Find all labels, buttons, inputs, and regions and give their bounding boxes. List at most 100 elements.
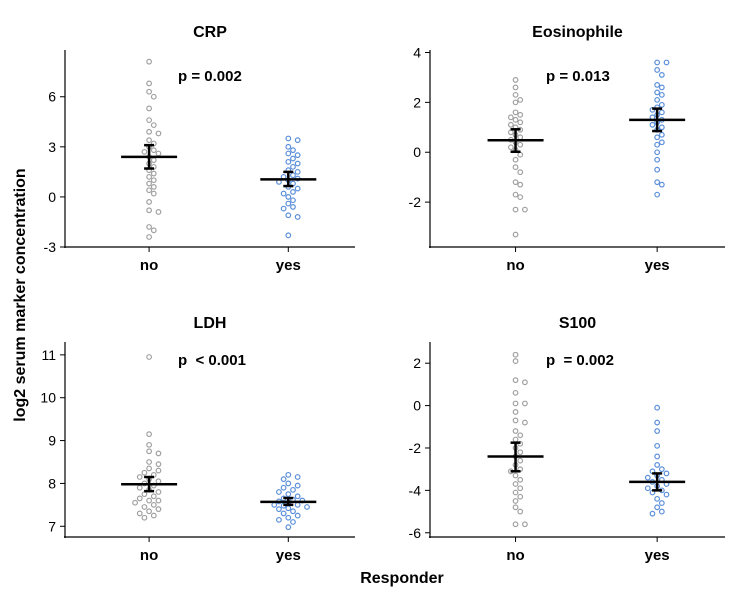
- y-tick-label: -4: [409, 482, 422, 498]
- data-point-no: [146, 137, 153, 144]
- data-point-yes: [658, 91, 665, 98]
- data-point-yes: [294, 185, 301, 192]
- data-point-no: [132, 499, 138, 506]
- data-point-yes: [658, 466, 665, 473]
- data-point-no: [146, 431, 153, 438]
- data-point-no: [517, 181, 524, 188]
- data-point-yes: [290, 172, 296, 179]
- data-point-yes: [654, 179, 661, 186]
- data-point-no: [512, 109, 519, 116]
- x-tick-label: yes: [276, 257, 301, 274]
- data-point-no: [136, 510, 143, 517]
- y-tick-label: 4: [413, 44, 421, 60]
- data-point-no: [141, 469, 148, 476]
- data-point-yes: [290, 147, 296, 154]
- y-tick-label: 3: [48, 139, 56, 155]
- data-point-no: [517, 508, 524, 515]
- data-point-yes: [644, 474, 651, 481]
- data-point-no: [512, 84, 519, 91]
- data-point-yes: [285, 194, 292, 200]
- data-point-yes: [285, 480, 292, 487]
- data-point-no: [522, 379, 528, 386]
- data-point-yes: [654, 404, 661, 411]
- data-point-yes: [654, 442, 661, 449]
- data-point-yes: [654, 67, 661, 73]
- data-point-no: [517, 141, 524, 148]
- data-point-yes: [290, 155, 296, 162]
- data-point-no: [155, 467, 162, 474]
- data-point-no: [512, 417, 519, 424]
- panel-title: S100: [559, 315, 596, 332]
- data-point-no: [517, 457, 524, 464]
- data-point-yes: [290, 508, 296, 515]
- data-point-yes: [285, 135, 292, 142]
- y-tick-label: 6: [48, 89, 56, 105]
- x-tick-label: yes: [645, 547, 670, 564]
- data-point-yes: [654, 134, 661, 141]
- data-point-no: [150, 183, 157, 190]
- data-point-yes: [276, 516, 282, 523]
- data-point-no: [155, 489, 162, 495]
- data-point-yes: [285, 158, 292, 165]
- x-tick-label: no: [506, 257, 524, 274]
- data-point-no: [150, 93, 157, 100]
- data-point-yes: [280, 205, 287, 212]
- data-point-yes: [285, 200, 292, 207]
- data-point-no: [146, 508, 153, 515]
- data-point-yes: [658, 101, 665, 108]
- data-point-no: [155, 209, 162, 215]
- data-point-yes: [654, 96, 661, 103]
- data-point-yes: [280, 476, 287, 483]
- y-tick-label: 0: [413, 398, 421, 414]
- data-point-no: [507, 129, 514, 136]
- data-point-no: [146, 117, 153, 124]
- data-point-no: [146, 448, 153, 455]
- data-point-no: [512, 481, 519, 487]
- data-point-no: [150, 190, 157, 197]
- data-point-no: [146, 207, 153, 214]
- data-point-no: [146, 465, 153, 472]
- data-point-yes: [654, 141, 661, 148]
- data-point-yes: [658, 500, 665, 506]
- data-point-no: [155, 450, 162, 457]
- data-point-no: [146, 459, 153, 465]
- y-tick-label: 0: [48, 189, 56, 205]
- data-point-no: [136, 474, 143, 480]
- data-point-no: [517, 449, 524, 456]
- data-point-no: [522, 521, 528, 528]
- data-point-no: [146, 199, 153, 205]
- data-point-no: [512, 231, 519, 238]
- data-point-yes: [294, 137, 301, 144]
- data-point-yes: [294, 482, 301, 489]
- data-point-no: [512, 521, 519, 528]
- y-tick-label: -6: [409, 525, 422, 541]
- data-point-no: [517, 96, 524, 103]
- y-tick-label: 11: [41, 347, 56, 363]
- data-point-no: [517, 111, 524, 118]
- data-point-no: [507, 114, 514, 121]
- data-point-no: [512, 206, 519, 213]
- data-point-yes: [654, 453, 661, 460]
- data-point-yes: [294, 501, 301, 508]
- x-tick-label: no: [506, 547, 524, 564]
- data-point-no: [150, 227, 157, 234]
- data-point-no: [522, 419, 528, 426]
- data-point-no: [146, 187, 153, 194]
- data-point-yes: [658, 109, 665, 116]
- data-point-yes: [654, 89, 661, 96]
- data-point-no: [512, 351, 519, 358]
- panel-ldh: LDH 7 8 9 10 11 no yes p < 0.001: [40, 315, 355, 564]
- data-point-no: [141, 491, 148, 498]
- data-point-no: [512, 77, 519, 83]
- data-point-yes: [654, 495, 661, 502]
- data-point-yes: [663, 491, 670, 498]
- y-tick-label: 8: [48, 475, 56, 491]
- data-point-yes: [285, 212, 292, 219]
- data-point-no: [512, 91, 519, 98]
- data-point-no: [141, 514, 148, 521]
- data-point-yes: [663, 59, 670, 66]
- data-point-yes: [294, 152, 301, 159]
- y-axis-title: log2 serum marker concentration: [12, 168, 29, 421]
- data-point-no: [512, 99, 519, 106]
- data-point-yes: [304, 504, 310, 510]
